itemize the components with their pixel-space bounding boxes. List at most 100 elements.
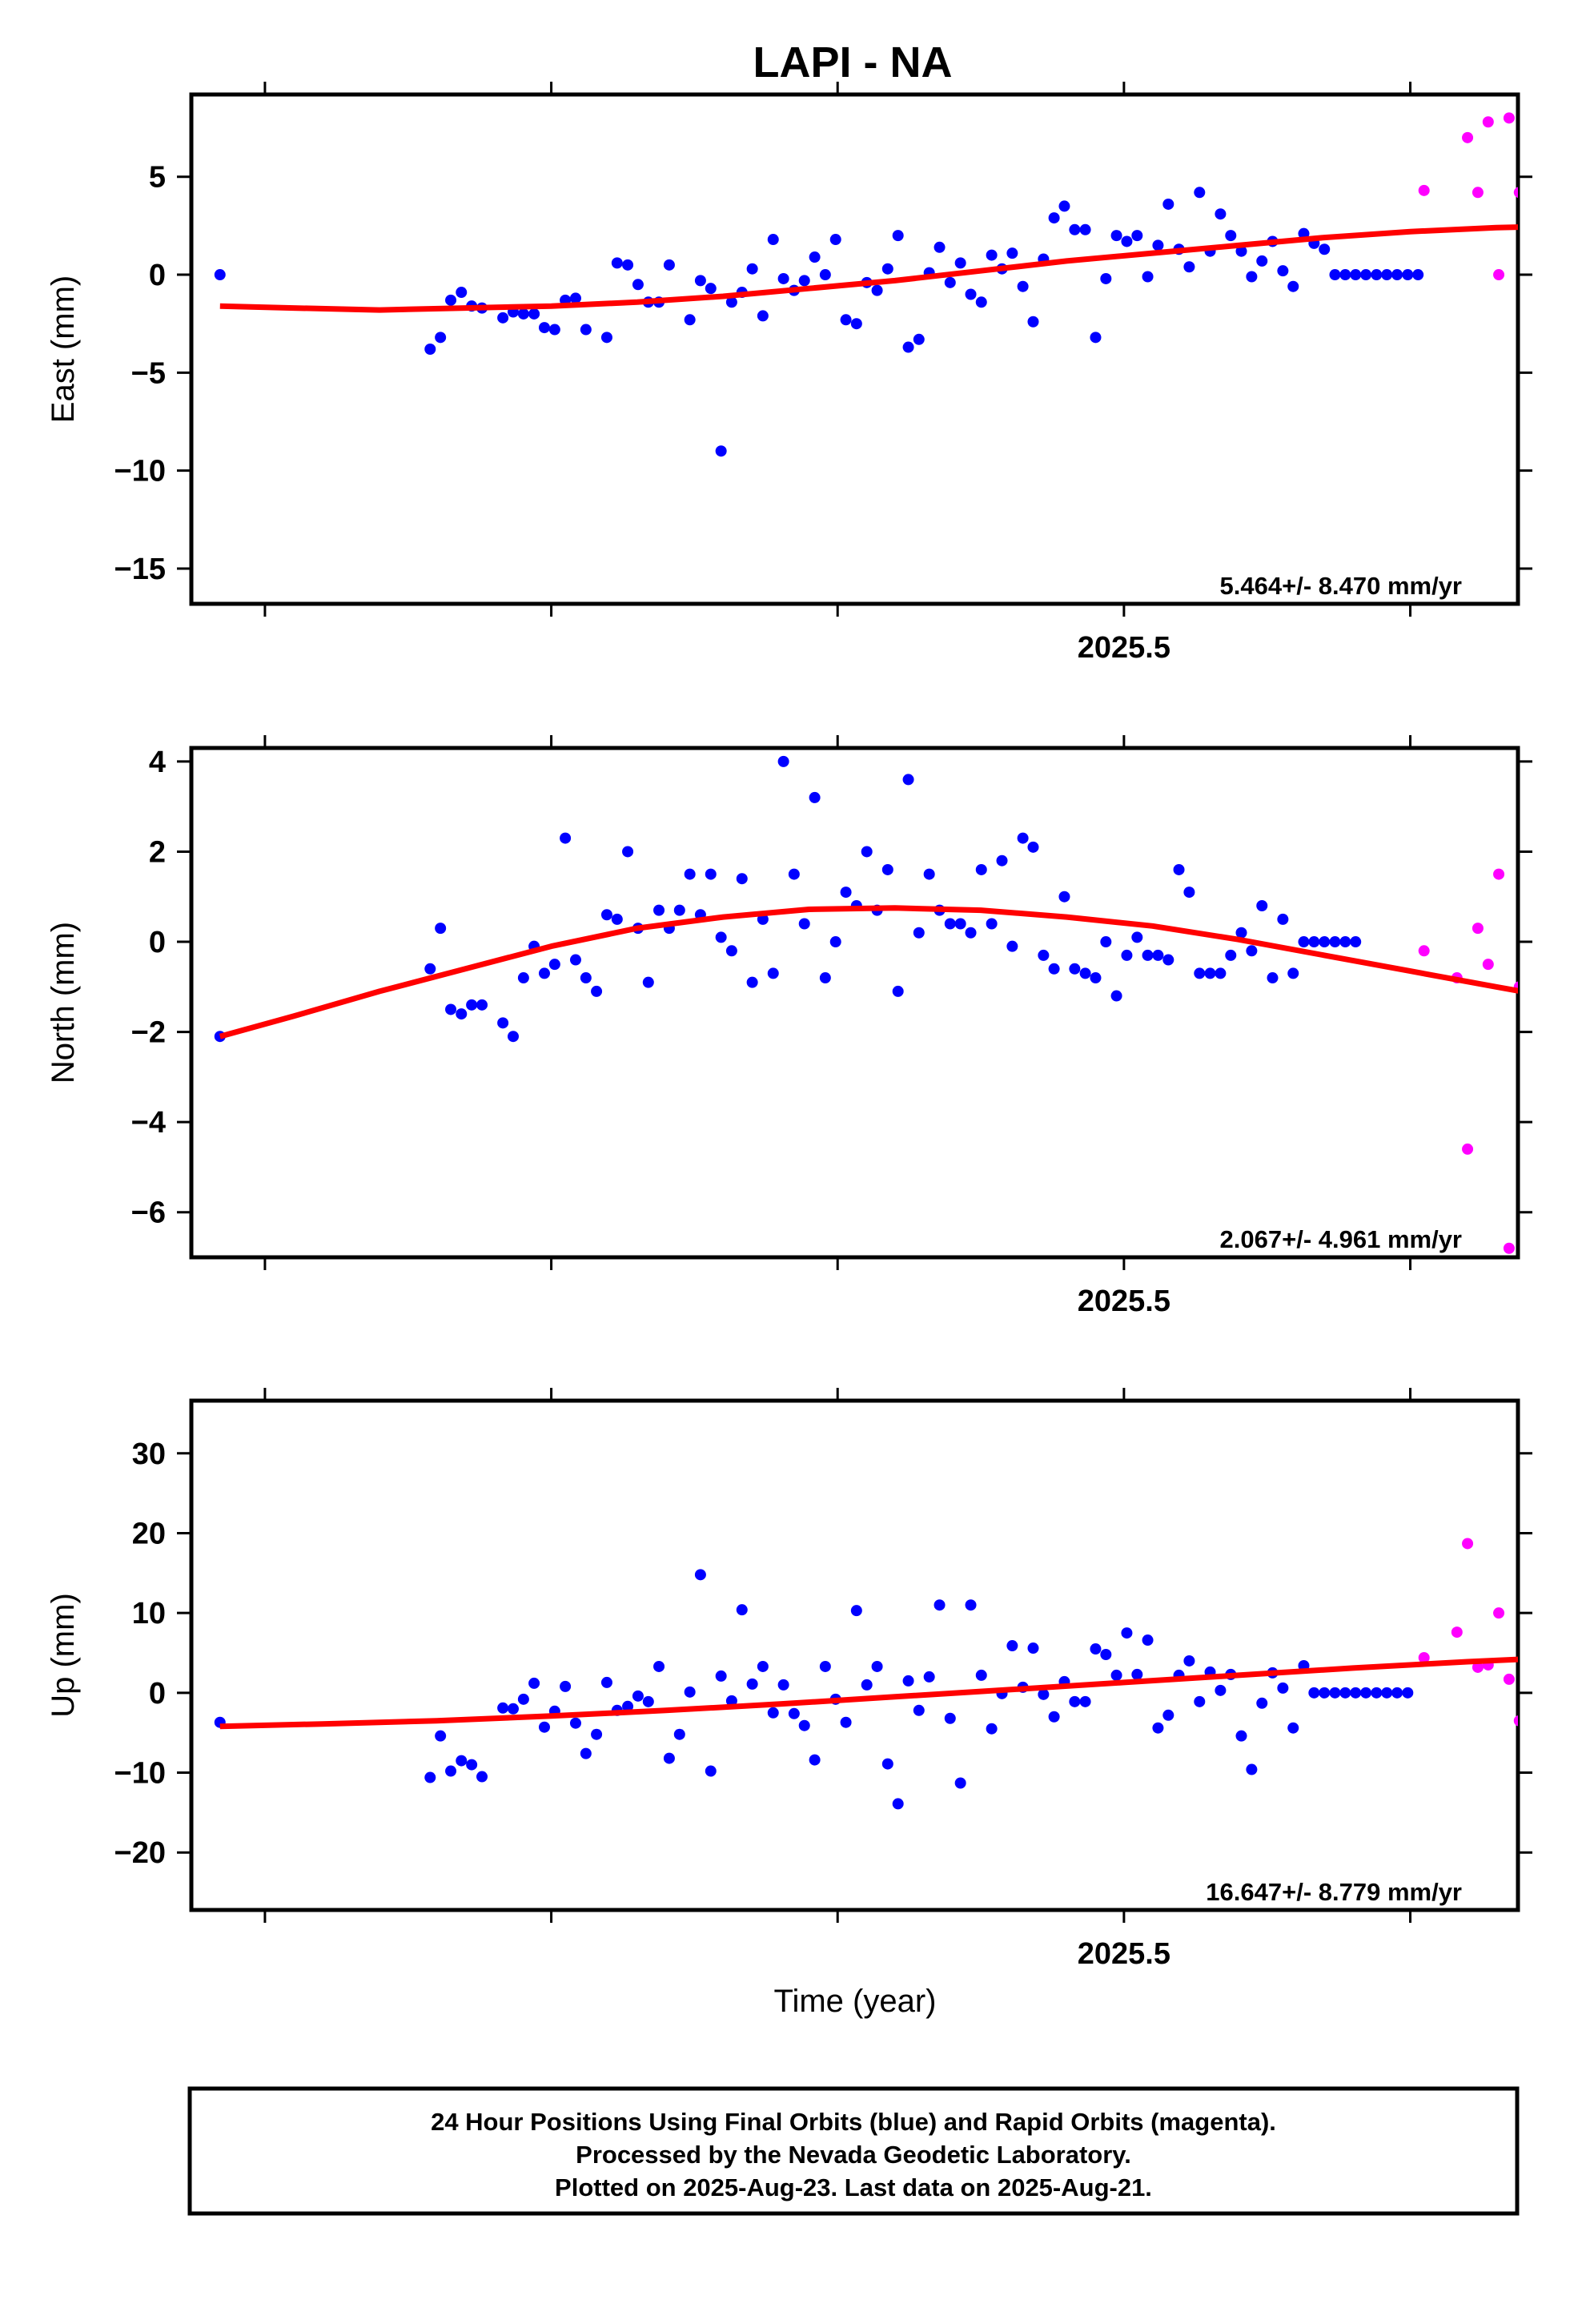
north-final-point bbox=[1100, 936, 1112, 948]
east-final-point bbox=[777, 272, 789, 284]
north-final-point bbox=[777, 755, 789, 767]
up-final-point bbox=[871, 1660, 883, 1672]
east-final-point bbox=[819, 269, 831, 281]
east-final-point bbox=[892, 230, 904, 242]
up-final-point bbox=[902, 1675, 914, 1687]
north-y-tick-label: 2 bbox=[149, 835, 166, 869]
north-final-point bbox=[986, 918, 998, 930]
east-final-point bbox=[1017, 280, 1029, 292]
north-final-point bbox=[538, 967, 550, 979]
up-y-tick-label: 10 bbox=[132, 1597, 166, 1630]
up-final-point bbox=[1402, 1687, 1414, 1699]
footer-line-1: 24 Hour Positions Using Final Orbits (bl… bbox=[431, 2108, 1276, 2136]
north-rapid-point bbox=[1545, 1044, 1556, 1055]
up-final-point bbox=[1194, 1695, 1206, 1707]
north-final-point bbox=[445, 1003, 457, 1015]
up-final-point bbox=[819, 1660, 831, 1672]
up-final-point bbox=[1162, 1709, 1174, 1721]
east-final-point bbox=[798, 275, 810, 287]
north-final-point bbox=[881, 863, 893, 875]
up-final-point bbox=[1215, 1684, 1227, 1696]
east-final-point bbox=[632, 279, 644, 291]
east-final-point bbox=[1006, 247, 1018, 259]
north-final-point bbox=[611, 913, 623, 925]
up-rapid-point bbox=[1493, 1607, 1505, 1619]
up-final-point bbox=[1038, 1688, 1050, 1700]
north-final-point bbox=[1162, 954, 1174, 966]
east-y-tick-label: −15 bbox=[114, 553, 166, 586]
up-final-point bbox=[1142, 1634, 1154, 1647]
up-final-point bbox=[476, 1771, 488, 1783]
north-final-point bbox=[1225, 949, 1237, 961]
up-final-point bbox=[861, 1679, 873, 1691]
east-final-point bbox=[1391, 269, 1403, 281]
east-rapid-point bbox=[1418, 184, 1430, 196]
north-panel: −6 −4 −2 0 2 4 2025.5 North (mm) 2.067+/- 4.961 … bbox=[46, 735, 1577, 1318]
up-rapid-point bbox=[1503, 1673, 1515, 1685]
up-final-point bbox=[788, 1707, 800, 1719]
north-final-point bbox=[1048, 963, 1060, 975]
up-final-point bbox=[1006, 1640, 1018, 1652]
up-rapid-point bbox=[1418, 1651, 1430, 1663]
up-final-point bbox=[767, 1707, 779, 1719]
east-final-point bbox=[1350, 269, 1362, 281]
up-rapid-point bbox=[1556, 1583, 1567, 1594]
up-final-point bbox=[944, 1712, 956, 1724]
up-y-tick-label: 0 bbox=[149, 1677, 166, 1711]
north-final-point bbox=[622, 846, 634, 858]
north-rapid-point bbox=[1556, 819, 1567, 830]
footer-box: 24 Hour Positions Using Final Orbits (bl… bbox=[187, 2086, 1520, 2216]
north-final-point bbox=[1215, 967, 1227, 979]
north-final-point bbox=[1079, 967, 1091, 979]
up-final-point bbox=[1371, 1687, 1383, 1699]
east-panel: −15 −10 −5 0 5 2025.5 East (mm) 5.464+/- 8.470 … bbox=[46, 82, 1532, 665]
east-y-tick-label: 5 bbox=[149, 161, 166, 195]
north-final-point bbox=[1058, 891, 1070, 903]
north-y-axis-label: North (mm) bbox=[46, 922, 81, 1084]
up-rate-label: 16.647+/- 8.779 mm/yr bbox=[1206, 1878, 1462, 1906]
north-final-point bbox=[497, 1017, 509, 1029]
north-rapid-point bbox=[1493, 868, 1505, 880]
north-rapid-point bbox=[1566, 1112, 1577, 1124]
north-final-point bbox=[600, 909, 612, 921]
east-final-point bbox=[456, 287, 468, 299]
up-final-point bbox=[715, 1670, 727, 1682]
north-final-point bbox=[1194, 967, 1206, 979]
up-final-point bbox=[466, 1759, 478, 1771]
up-final-point bbox=[517, 1693, 529, 1705]
footer-frame bbox=[187, 2086, 1520, 2216]
north-final-point bbox=[560, 832, 572, 844]
up-final-point bbox=[663, 1752, 675, 1764]
north-final-point bbox=[975, 863, 987, 875]
up-final-point bbox=[580, 1747, 592, 1759]
north-rapid-point bbox=[1482, 959, 1494, 971]
up-final-point bbox=[746, 1678, 758, 1690]
up-rapid-point bbox=[1472, 1661, 1484, 1673]
up-rapid-point bbox=[1451, 1626, 1463, 1638]
up-final-point bbox=[445, 1765, 457, 1777]
east-final-point bbox=[934, 241, 946, 253]
up-final-point bbox=[684, 1686, 696, 1698]
up-final-point bbox=[850, 1605, 862, 1617]
up-final-point bbox=[777, 1679, 789, 1691]
east-final-point bbox=[435, 332, 447, 344]
north-final-point bbox=[580, 972, 592, 984]
up-final-point bbox=[508, 1703, 520, 1715]
east-final-point bbox=[902, 341, 914, 353]
north-final-point bbox=[1006, 940, 1018, 952]
north-rapid-point bbox=[1503, 1242, 1515, 1254]
east-rapid-point bbox=[1493, 269, 1505, 281]
east-final-point bbox=[1100, 272, 1112, 284]
north-final-point bbox=[892, 985, 904, 997]
east-rate-label: 5.464+/- 8.470 mm/yr bbox=[1220, 572, 1462, 600]
east-y-tick-label: −5 bbox=[131, 356, 166, 390]
north-final-point bbox=[1017, 832, 1029, 844]
east-final-point bbox=[1256, 255, 1268, 267]
north-final-point bbox=[653, 904, 665, 916]
east-final-point bbox=[1329, 269, 1341, 281]
east-final-point bbox=[1287, 280, 1299, 292]
north-final-point bbox=[1090, 972, 1102, 984]
east-final-point bbox=[850, 318, 862, 330]
up-final-point bbox=[497, 1702, 509, 1714]
north-final-point bbox=[517, 972, 529, 984]
